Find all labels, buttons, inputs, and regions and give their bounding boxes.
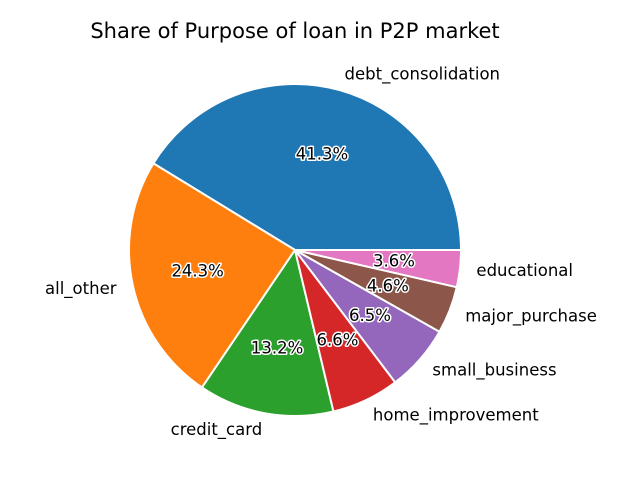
pie-slices — [128, 83, 462, 417]
slice-debt-consolidation — [152, 83, 462, 251]
percentage-labels: 41.3% 24.3% 13.2% 6.6% 6.5% 4.6% 3.6% — [170, 143, 416, 359]
pct-label-educational: 3.6% — [373, 252, 415, 271]
slice-all-other — [128, 162, 296, 389]
category-label-major-purchase: major_purchase — [465, 307, 597, 327]
pct-label-small-business: 6.5% — [349, 306, 391, 325]
category-label-credit-card: credit_card — [171, 420, 263, 440]
pct-label-debt-consolidation: 41.3% — [296, 145, 348, 164]
category-labels: debt_consolidation all_other credit_card ho… — [45, 65, 597, 440]
pct-label-home-improvement: 6.6% — [317, 331, 359, 350]
pct-label-credit-card: 13.2% — [251, 338, 303, 357]
category-label-home-improvement: home_improvement — [373, 406, 539, 426]
chart-title: Share of Purpose of loan in P2P market — [90, 19, 499, 43]
category-label-debt-consolidation: debt_consolidation — [345, 65, 501, 85]
pct-label-all-other: 24.3% — [171, 262, 223, 281]
slice-educational — [294, 249, 462, 289]
slice-credit-card — [200, 249, 335, 417]
category-label-educational: educational — [476, 261, 573, 280]
category-label-all-other: all_other — [45, 279, 117, 299]
pct-label-major-purchase: 4.6% — [367, 277, 409, 296]
category-label-small-business: small_business — [432, 361, 556, 381]
